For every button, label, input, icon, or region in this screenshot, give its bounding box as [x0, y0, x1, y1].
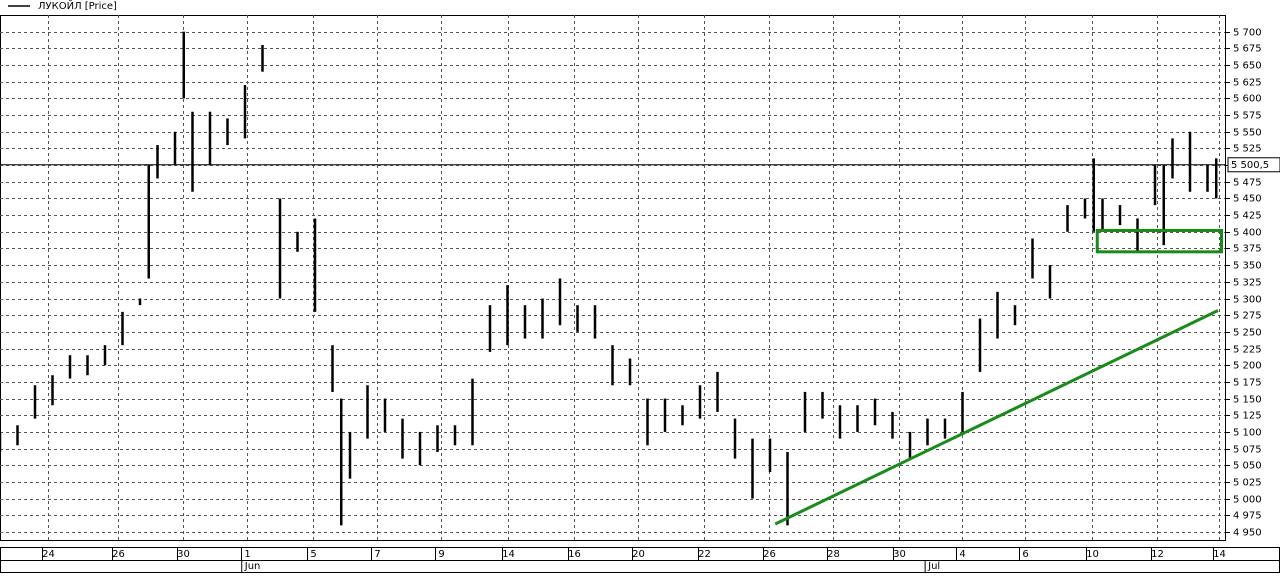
y-tick-label: 5 175 — [1233, 378, 1262, 389]
x-tick-label: 6 — [1022, 549, 1028, 560]
y-tick-label: 5 050 — [1233, 461, 1262, 472]
y-tick-label: 4 975 — [1233, 511, 1262, 522]
x-tick-label: 5 — [310, 549, 316, 560]
y-tick-label: 5 375 — [1233, 244, 1262, 255]
y-tick-label: 5 325 — [1233, 278, 1262, 289]
y-tick-label: 5 525 — [1233, 144, 1262, 155]
x-tick-label: 12 — [1151, 549, 1164, 560]
y-tick-label: 5 625 — [1233, 78, 1262, 89]
month-label: Jul — [927, 561, 940, 572]
y-tick-label: 5 075 — [1233, 445, 1262, 456]
x-tick-label: 30 — [893, 549, 906, 560]
month-axis — [0, 560, 1280, 573]
y-tick-label: 4 950 — [1233, 528, 1262, 539]
last-price-label: 5 500,5 — [1231, 160, 1269, 171]
y-tick-label: 5 600 — [1233, 94, 1262, 105]
plot-frame — [0, 15, 1226, 541]
y-tick-label: 5 025 — [1233, 478, 1262, 489]
x-tick-label: 24 — [42, 549, 55, 560]
y-tick-label: 5 350 — [1233, 261, 1262, 272]
month-label: Jun — [244, 561, 261, 572]
y-tick-label: 5 675 — [1233, 44, 1262, 55]
y-tick-label: 5 250 — [1233, 328, 1262, 339]
y-tick-label: 5 150 — [1233, 395, 1262, 406]
y-tick-label: 5 225 — [1233, 345, 1262, 356]
x-tick-label: 26 — [112, 549, 125, 560]
x-tick-label: 10 — [1086, 549, 1099, 560]
support-box — [1095, 228, 1223, 254]
y-tick-label: 5 450 — [1233, 194, 1262, 205]
last-price-box — [1227, 157, 1280, 173]
x-tick-label: 14 — [1213, 549, 1226, 560]
y-tick-label: 5 700 — [1233, 28, 1262, 39]
x-tick-label: 16 — [568, 549, 581, 560]
y-tick-label: 5 575 — [1233, 111, 1262, 122]
x-tick-label: 30 — [177, 549, 190, 560]
y-tick-label: 5 300 — [1233, 295, 1262, 306]
legend-label: ЛУКОЙЛ [Price] — [38, 0, 117, 12]
y-tick-label: 5 000 — [1233, 495, 1262, 506]
y-tick-label: 5 100 — [1233, 428, 1262, 439]
y-tick-label: 5 400 — [1233, 228, 1262, 239]
y-tick-label: 5 425 — [1233, 211, 1262, 222]
x-tick-label: 14 — [502, 549, 515, 560]
x-tick-label: 20 — [632, 549, 645, 560]
y-tick-label: 5 550 — [1233, 128, 1262, 139]
x-tick-label: 4 — [959, 549, 965, 560]
y-tick-label: 5 200 — [1233, 361, 1262, 372]
x-tick-label: 9 — [438, 549, 444, 560]
x-tick-label: 7 — [374, 549, 380, 560]
y-tick-label: 5 125 — [1233, 411, 1262, 422]
x-tick-label: 28 — [827, 549, 840, 560]
x-tick-label: 1 — [244, 549, 250, 560]
y-tick-label: 5 475 — [1233, 178, 1262, 189]
y-tick-label: 5 275 — [1233, 311, 1262, 322]
x-tick-label: 22 — [698, 549, 711, 560]
trend-line — [774, 309, 1219, 526]
x-tick-label: 26 — [763, 549, 776, 560]
y-tick-label: 5 650 — [1233, 61, 1262, 72]
